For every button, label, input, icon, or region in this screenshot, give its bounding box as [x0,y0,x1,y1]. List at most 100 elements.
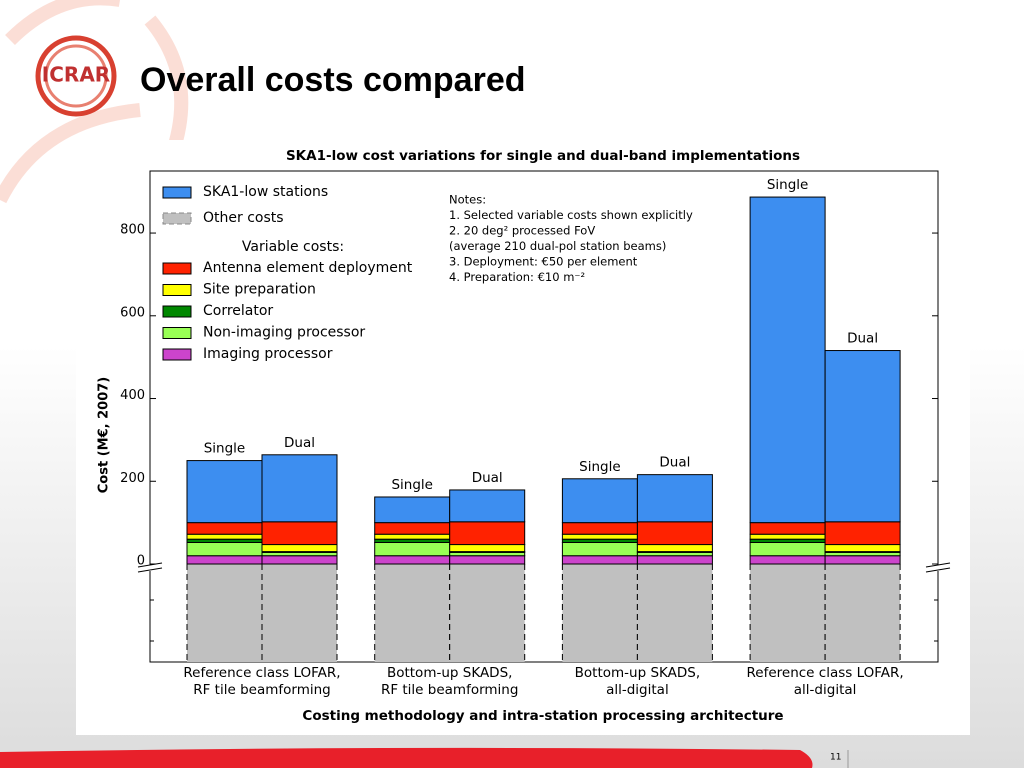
other-costs [562,564,638,662]
bar-label: Dual [284,435,315,451]
legend-swatch [162,186,192,199]
bar-label: Single [579,459,621,475]
bar-segment [749,522,826,535]
y-tick-label: 600 [120,305,145,320]
legend-heading: Variable costs: [242,239,344,255]
x-group-label: Reference class LOFAR, [183,665,340,681]
bar-segment [824,521,901,546]
bar-label: Dual [847,331,878,347]
y-tick-label: 0 [137,554,145,569]
axis-break-gap [138,565,162,571]
bar-label: Dual [659,455,690,471]
bar-segment [561,541,638,557]
bar-segment [374,496,451,524]
bar-segment [749,541,826,557]
legend-swatch [162,348,192,361]
other-costs [750,564,826,662]
x-axis-title: Costing methodology and intra-station pr… [302,708,783,724]
bar-segment [374,522,451,535]
x-group-label: RF tile beamforming [193,682,330,698]
bar-segment [749,555,826,565]
bar-segment [824,350,901,523]
x-group-label: all-digital [606,682,669,698]
bar-segment [824,555,901,565]
x-group-label: Reference class LOFAR, [747,665,904,681]
legend-label: Site preparation [203,282,316,298]
bar-segment [261,555,338,565]
slide-title: Overall costs compared [140,61,526,99]
axis-break-gap [926,565,950,571]
bar-segment [749,533,826,540]
bar-segment [636,544,713,553]
bar-segment [449,555,526,565]
bar-segment [186,522,263,535]
legend-swatch [162,305,192,318]
bar-label: Single [204,441,246,457]
legend-swatch [162,262,192,275]
x-group-label: Bottom-up SKADS, [575,665,700,681]
note: 4. Preparation: €10 m⁻² [449,270,585,284]
note: (average 210 dual-pol station beams) [449,239,666,253]
logo-text: ICRAR [42,63,110,87]
axis-break [137,562,163,568]
x-group-label: Bottom-up SKADS, [387,665,512,681]
bar-segment [449,544,526,553]
chart-title: SKA1-low cost variations for single and … [286,148,800,164]
logo: ICRAR [35,35,117,117]
bar-segment [824,544,901,553]
y-tick-label: 800 [120,223,145,238]
page-number: 11 [830,753,841,763]
bar-label: Single [767,177,809,193]
plot: 0 200 400 600 800 Single Dual Single Dual Single D… [120,170,951,698]
other-costs [825,564,901,662]
bar-segment [749,196,826,524]
legend-label: Correlator [203,303,273,319]
bar-segment [449,489,526,523]
plot-frame [149,170,939,663]
note: 1. Selected variable costs shown explici… [449,208,693,222]
note: Notes: [449,193,486,207]
bar-segment [261,544,338,553]
axis-break [925,562,951,568]
bar-segment [261,521,338,546]
legend-swatch [162,212,192,225]
x-group-label: RF tile beamforming [381,682,518,698]
bar-segment [186,533,263,540]
footer-swoosh [0,747,813,768]
legend-label: Non-imaging processor [203,325,365,341]
bar-segment [186,555,263,565]
axis-break [925,567,951,573]
bar-segment [449,521,526,546]
legend-label: SKA1-low stations [203,184,328,200]
y-axis-title: Cost (M€, 2007) [97,377,112,493]
note: 3. Deployment: €50 per element [449,255,638,269]
bar-label: Single [391,477,433,493]
other-costs [449,564,525,662]
bar-segment [261,454,338,523]
bar-segment [186,460,263,524]
other-costs [262,564,337,662]
legend-label: Imaging processor [203,346,333,362]
bar-segment [374,555,451,565]
other-costs [187,564,262,662]
legend-label: Other costs [203,210,284,226]
bar-segment [186,541,263,557]
y-tick-label: 200 [120,471,145,486]
bar-segment [636,521,713,546]
axis-break [137,567,163,573]
bar-segment [374,533,451,540]
other-costs [374,564,450,662]
bar-segment [561,478,638,524]
bar-segment [374,541,451,557]
bar-segment [636,474,713,523]
note: 2. 20 deg² processed FoV [449,224,595,238]
x-group-label: all-digital [794,682,857,698]
bar-segment [561,555,638,565]
bar-segment [561,522,638,535]
legend-swatch [162,284,192,296]
other-costs [637,564,713,662]
bar-segment [561,533,638,540]
legend-label: Antenna element deployment [203,260,413,276]
bar-segment [636,555,713,565]
